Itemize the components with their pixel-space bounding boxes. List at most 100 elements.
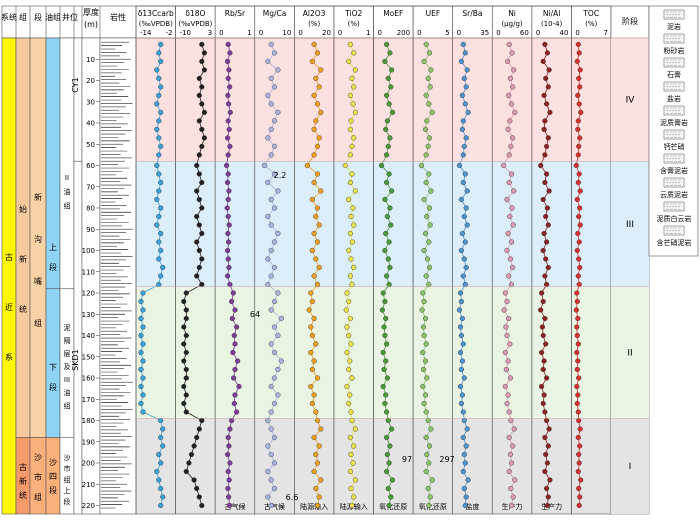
header-well: 井位: [62, 12, 78, 22]
data-point: [346, 58, 352, 65]
data-point: [506, 273, 512, 279]
data-point: [543, 485, 550, 492]
data-point: [576, 256, 582, 262]
panel-annotation: 2.2: [274, 171, 287, 180]
data-point: [181, 400, 187, 407]
data-point: [183, 392, 189, 398]
data-point: [457, 349, 464, 356]
data-point: [458, 58, 465, 65]
data-point: [352, 67, 359, 73]
data-point: [576, 75, 582, 82]
well-cy1-bar: [73, 37, 83, 162]
data-point: [384, 273, 390, 279]
data-point: [199, 230, 205, 237]
data-point: [268, 222, 274, 228]
data-point: [265, 92, 271, 99]
data-point: [381, 324, 387, 330]
data-point: [158, 179, 164, 186]
data-point: [352, 188, 359, 194]
data-point: [181, 358, 187, 364]
data-point: [350, 101, 356, 107]
data-point: [507, 118, 513, 124]
oil-group-lower-char: 层: [64, 350, 71, 358]
data-point: [463, 494, 469, 500]
data-point: [542, 468, 548, 475]
data-point: [379, 307, 386, 313]
data-point: [199, 84, 205, 90]
data-point: [545, 84, 551, 90]
data-point: [313, 75, 319, 82]
data-point: [575, 179, 581, 186]
data-point: [158, 417, 164, 424]
depth-tick-label: 10: [86, 56, 95, 64]
data-point: [196, 247, 202, 254]
data-point: [349, 239, 356, 245]
data-point: [199, 101, 205, 107]
panel-bottom-label: 氧化还原: [379, 502, 407, 511]
data-point: [348, 118, 354, 124]
data-point: [460, 434, 466, 441]
data-point: [575, 315, 581, 322]
series-upper-char: 统: [19, 304, 27, 314]
data-point: [383, 230, 389, 237]
data-point: [196, 264, 202, 271]
data-point: [511, 426, 517, 432]
data-point: [540, 298, 546, 305]
data-point: [460, 179, 466, 186]
data-point: [347, 230, 354, 237]
data-point: [575, 434, 581, 441]
data-point: [506, 41, 512, 48]
data-point: [384, 92, 390, 99]
data-point: [546, 67, 552, 73]
data-point: [456, 162, 463, 169]
data-point: [462, 239, 468, 245]
data-point: [423, 179, 429, 186]
data-point: [385, 417, 391, 424]
data-point: [316, 494, 322, 500]
panel-title: Sr/Ba: [462, 9, 482, 18]
data-point: [577, 264, 583, 271]
data-point: [385, 75, 391, 82]
data-point: [181, 324, 187, 330]
depth-tick-label: 200: [82, 460, 95, 468]
data-point: [225, 273, 231, 279]
depth-tick-label: 120: [82, 290, 95, 298]
data-point: [428, 67, 434, 73]
data-point: [458, 332, 465, 339]
data-point: [154, 196, 160, 203]
depth-axis: 10 20 30 40 50 60 70 80 90 100 110 120 130 140 150 160 1…: [82, 37, 101, 515]
data-point: [574, 247, 580, 254]
data-point: [351, 84, 357, 90]
data-point: [196, 118, 202, 124]
data-point: [388, 222, 394, 228]
data-point: [540, 366, 546, 373]
legend-label: 含膏泥岩: [660, 166, 688, 175]
data-point: [577, 188, 583, 194]
panel-bottom-label: 古气候: [264, 502, 285, 511]
data-point: [422, 315, 429, 322]
data-point: [156, 135, 162, 141]
legend-label: 粉砂岩: [664, 46, 685, 55]
data-point: [387, 205, 393, 211]
data-point: [344, 349, 350, 356]
data-point: [575, 341, 581, 347]
data-point: [389, 477, 396, 483]
data-point: [181, 341, 187, 347]
data-point: [183, 290, 189, 296]
series-upper-char: 始: [19, 204, 27, 214]
data-point: [384, 451, 391, 458]
data-point: [458, 298, 465, 305]
panel-annotation: 297: [439, 455, 454, 464]
data-point: [386, 460, 392, 466]
data-point: [383, 126, 389, 132]
data-point: [318, 109, 324, 116]
panel-title: UEF: [426, 9, 441, 18]
panel-tick-max: 1: [247, 29, 251, 37]
data-point: [225, 196, 231, 203]
data-point: [314, 502, 321, 509]
data-point: [576, 171, 582, 177]
data-point: [316, 443, 322, 449]
data-point: [225, 468, 231, 475]
data-point: [311, 92, 317, 99]
data-point: [388, 494, 394, 500]
